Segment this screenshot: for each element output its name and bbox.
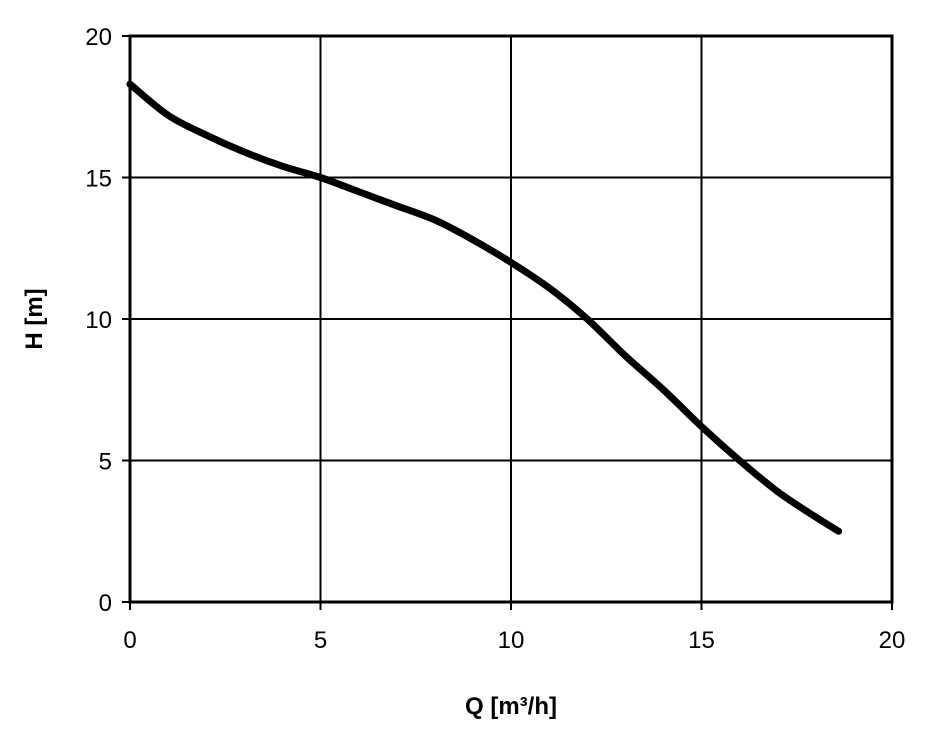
x-tick-label: 10 (498, 627, 525, 654)
series-layer (126, 80, 843, 535)
y-tick-label: 20 (85, 24, 112, 51)
x-tick-label: 5 (314, 627, 327, 654)
x-axis-title: Q [m³/h] (465, 693, 557, 720)
y-tick-label: 10 (85, 307, 112, 334)
axis-ticks: 0 5 10 15 20 0 5 10 15 20 (85, 24, 905, 654)
y-tick-label: 5 (99, 449, 112, 476)
grid-lines (130, 36, 892, 602)
x-tick-label: 20 (879, 627, 906, 654)
y-axis-title: H [m] (21, 288, 48, 349)
y-tick-label: 15 (85, 166, 112, 193)
series-line-0 (126, 80, 843, 535)
y-tick-label: 0 (99, 590, 112, 617)
x-tick-label: 0 (123, 627, 136, 654)
x-tick-label: 15 (688, 627, 715, 654)
